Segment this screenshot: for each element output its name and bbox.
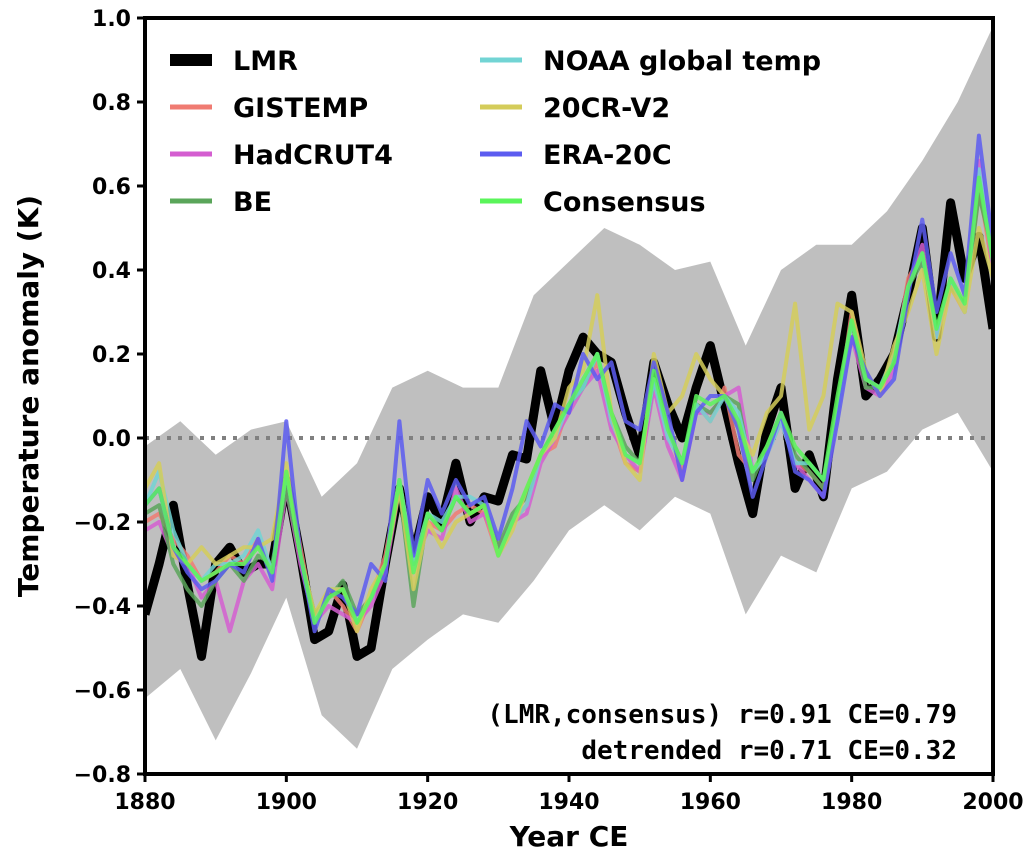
x-tick-label: 1900 bbox=[256, 790, 317, 815]
series-line-20cr-v2 bbox=[145, 226, 993, 634]
y-tick-label: 1.0 bbox=[92, 7, 131, 32]
legend-label-noaa-global-temp: NOAA global temp bbox=[543, 46, 821, 77]
series-lines bbox=[145, 133, 993, 661]
series-line-consensus bbox=[145, 175, 993, 625]
legend-label-era-20c: ERA-20C bbox=[543, 140, 672, 171]
legend-label-gistemp: GISTEMP bbox=[233, 93, 368, 124]
y-tick-label: 0.8 bbox=[92, 91, 131, 116]
y-tick-label: −0.6 bbox=[74, 679, 131, 704]
legend-label-hadcrut4: HadCRUT4 bbox=[233, 140, 393, 171]
stats-annotation-2: detrended r=0.71 CE=0.32 bbox=[581, 736, 957, 766]
y-tick-label: 0.6 bbox=[92, 175, 131, 200]
y-tick-label: 0.4 bbox=[92, 259, 131, 284]
legend-label-be: BE bbox=[233, 187, 272, 218]
x-tick-label: 2000 bbox=[962, 790, 1023, 815]
x-tick-label: 1960 bbox=[680, 790, 741, 815]
y-axis-title: Temperature anomaly (K) bbox=[12, 195, 45, 597]
x-tick-label: 1920 bbox=[397, 790, 458, 815]
series-line-era-20c bbox=[145, 133, 993, 634]
y-tick-label: 0.2 bbox=[92, 343, 131, 368]
legend-label-20cr-v2: 20CR-V2 bbox=[543, 93, 670, 124]
legend-label-lmr: LMR bbox=[233, 46, 298, 77]
legend-label-consensus: Consensus bbox=[543, 187, 706, 218]
y-tick-label: −0.4 bbox=[74, 595, 131, 620]
y-tick-label: −0.8 bbox=[74, 763, 131, 788]
x-tick-label: 1880 bbox=[114, 790, 175, 815]
axis-ticks: 1880 1900 1920 1940 1960 1980 2000 −0.8 −0.6 −0.4… bbox=[74, 7, 1024, 815]
y-tick-label: 0.0 bbox=[92, 427, 131, 452]
legend: LMR GISTEMP HadCRUT4 BE NOAA global temp 20CR… bbox=[170, 46, 821, 218]
y-tick-label: −0.2 bbox=[74, 511, 131, 536]
x-tick-label: 1940 bbox=[538, 790, 599, 815]
x-tick-label: 1980 bbox=[821, 790, 882, 815]
x-axis-title: Year CE bbox=[509, 820, 629, 853]
stats-annotation-1: (LMR,consensus) r=0.91 CE=0.79 bbox=[487, 700, 957, 730]
